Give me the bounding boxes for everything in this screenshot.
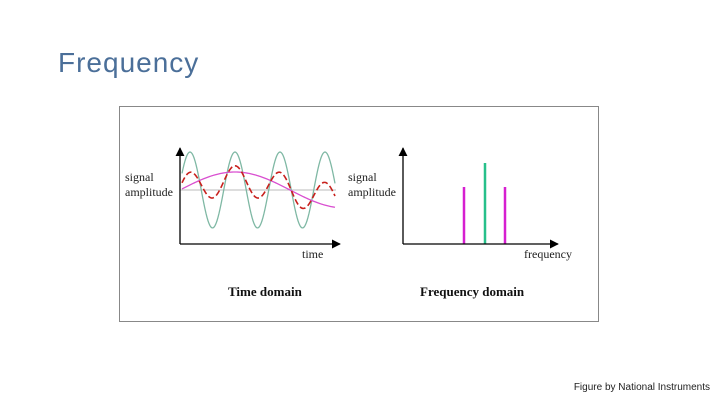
y-label: amplitude <box>125 185 173 199</box>
y-label: signal <box>125 170 154 184</box>
credit: Figure by National Instruments <box>574 382 710 393</box>
panel-caption: Frequency domain <box>420 284 525 299</box>
y-label: amplitude <box>348 185 396 199</box>
panel-caption: Time domain <box>228 284 303 299</box>
x-label: frequency <box>524 247 572 261</box>
high-freq-wave <box>181 151 336 229</box>
x-label: time <box>302 247 323 261</box>
slide-title: Frequency <box>58 47 199 78</box>
low-freq-wave <box>181 171 336 208</box>
figure-frame <box>119 106 599 322</box>
sum-wave <box>181 164 336 210</box>
y-label: signal <box>348 170 377 184</box>
